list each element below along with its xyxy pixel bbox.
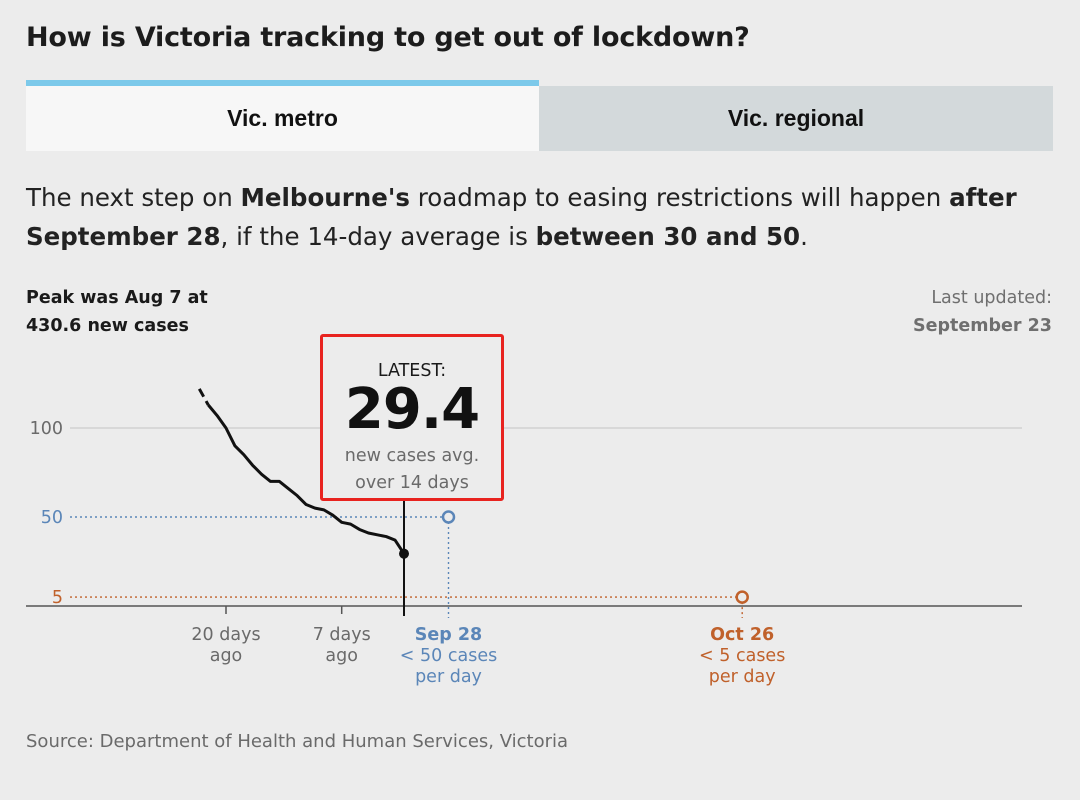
- intro-text: The next step on Melbourne's roadmap to …: [26, 178, 1066, 256]
- target-label-1-0: Oct 26: [710, 625, 774, 645]
- target-label-0-1: < 50 cases: [400, 646, 497, 666]
- intro-part-1: The next step on: [26, 183, 241, 212]
- target-marker-1: [735, 590, 749, 604]
- peak-note-line2: 430.6 new cases: [26, 316, 189, 336]
- intro-part-2: roadmap to easing restrictions will happ…: [409, 183, 950, 212]
- series-line: [207, 403, 406, 555]
- peak-note-line1: Peak was Aug 7 at: [26, 288, 208, 308]
- target-label-1-1: < 5 cases: [699, 646, 785, 666]
- intro-part-3: , if the 14-day average is: [220, 222, 536, 251]
- latest-sub-line1: new cases avg.: [344, 446, 480, 466]
- page-title: How is Victoria tracking to get out of l…: [26, 22, 750, 53]
- last-updated-label: Last updated:: [931, 288, 1052, 308]
- y-tick-label-5: 5: [52, 588, 63, 608]
- latest-callout: LATEST: 29.4 new cases avg. over 14 days: [320, 334, 504, 501]
- series-line-dashed: [197, 388, 210, 406]
- target-label-0-2: per day: [415, 667, 482, 687]
- intro-part-4: .: [800, 222, 808, 251]
- latest-label: LATEST:: [377, 361, 447, 381]
- tab-vic-regional[interactable]: Vic. regional: [539, 86, 1053, 151]
- target-marker-0: [441, 510, 456, 524]
- peak-note: Peak was Aug 7 at 430.6 new cases: [26, 284, 208, 340]
- y-tick-label-50: 50: [41, 508, 63, 528]
- x-tick-label-0-0: 20 days: [191, 625, 260, 645]
- last-updated: Last updated: September 23: [913, 284, 1052, 340]
- intro-range: between 30 and 50: [535, 222, 801, 251]
- tab-vic-metro[interactable]: Vic. metro: [26, 80, 539, 151]
- x-tick-label-1-0: 7 days: [313, 625, 371, 645]
- intro-date: after September 28: [26, 183, 1017, 251]
- x-tick-label-1-1: ago: [325, 646, 358, 666]
- source-note: Source: Department of Health and Human S…: [26, 731, 569, 752]
- target-label-1-2: per day: [709, 667, 776, 687]
- intro-city: Melbourne's: [240, 183, 410, 212]
- latest-value: 29.4: [344, 377, 480, 442]
- x-tick-label-0-1: ago: [210, 646, 243, 666]
- target-label-0-0: Sep 28: [415, 625, 482, 645]
- latest-sub-line2: over 14 days: [355, 473, 469, 493]
- last-updated-date: September 23: [913, 316, 1052, 336]
- region-tabs: Vic. metro Vic. regional: [26, 80, 1053, 151]
- latest-subtitle: new cases avg. over 14 days: [323, 443, 501, 497]
- latest-point: [399, 548, 409, 559]
- y-tick-label-100: 100: [30, 419, 63, 439]
